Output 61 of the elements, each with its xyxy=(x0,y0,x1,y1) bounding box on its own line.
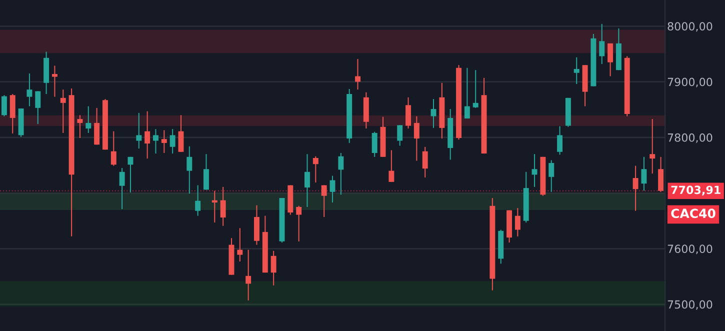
candlestick xyxy=(237,228,243,262)
candlestick xyxy=(152,128,158,154)
y-tick-label: 7600,00 xyxy=(668,244,712,254)
candlestick xyxy=(170,128,176,154)
candlestick xyxy=(388,150,394,182)
candlestick xyxy=(270,250,276,286)
candlestick xyxy=(52,65,58,98)
candlestick xyxy=(304,154,310,208)
candlestick xyxy=(10,94,16,134)
candlestick xyxy=(204,154,209,190)
candlestick xyxy=(372,131,378,158)
candlestick xyxy=(212,190,218,224)
candlestick xyxy=(178,114,184,152)
y-tick-label: 7900,00 xyxy=(668,78,712,88)
candlestick xyxy=(77,114,83,138)
candlestick xyxy=(128,156,134,193)
text: CAC40 xyxy=(671,208,716,218)
candlestick xyxy=(60,89,66,134)
candlestick xyxy=(296,205,302,242)
candlestick xyxy=(355,58,360,90)
candlestick xyxy=(422,146,428,178)
candlestick xyxy=(557,126,563,156)
ref-line-label: 7703,91 xyxy=(671,186,720,196)
candlestick xyxy=(246,249,252,301)
candlestick xyxy=(312,156,318,183)
candlestick xyxy=(321,184,327,218)
candlestick xyxy=(548,160,554,192)
candlestick xyxy=(186,146,192,194)
candlestick xyxy=(338,152,344,196)
candlestick xyxy=(650,118,656,174)
candlestick xyxy=(641,156,647,192)
candlestick xyxy=(330,175,336,203)
candlestick xyxy=(26,72,32,107)
candlestick xyxy=(397,124,403,146)
candlestick xyxy=(406,96,411,130)
candlestick xyxy=(1,94,7,117)
candlestick xyxy=(532,154,538,188)
candlestick xyxy=(472,70,478,108)
y-tick-label: 7500,00 xyxy=(668,300,712,310)
candlestick xyxy=(144,110,150,160)
candlestick xyxy=(136,112,142,150)
candlestick xyxy=(414,116,420,162)
candlestick xyxy=(110,130,116,166)
candlestick xyxy=(35,90,41,125)
candlestick xyxy=(161,130,167,154)
candlestick xyxy=(599,23,605,64)
candlestick xyxy=(254,204,260,246)
candlestick xyxy=(86,106,92,134)
candlestick xyxy=(608,42,614,77)
candlestick xyxy=(658,156,664,192)
candlestick xyxy=(119,168,125,210)
candlestick xyxy=(195,184,201,216)
candlestick xyxy=(464,67,470,119)
candlestick xyxy=(220,186,226,226)
candlestick xyxy=(632,165,638,212)
candlestick xyxy=(514,208,520,237)
candlestick xyxy=(574,56,580,84)
y-tick-label: 8000,00 xyxy=(668,22,712,32)
candlestick xyxy=(430,98,436,128)
y-tick-label: 7800,00 xyxy=(668,133,712,143)
candlestick xyxy=(94,107,100,146)
